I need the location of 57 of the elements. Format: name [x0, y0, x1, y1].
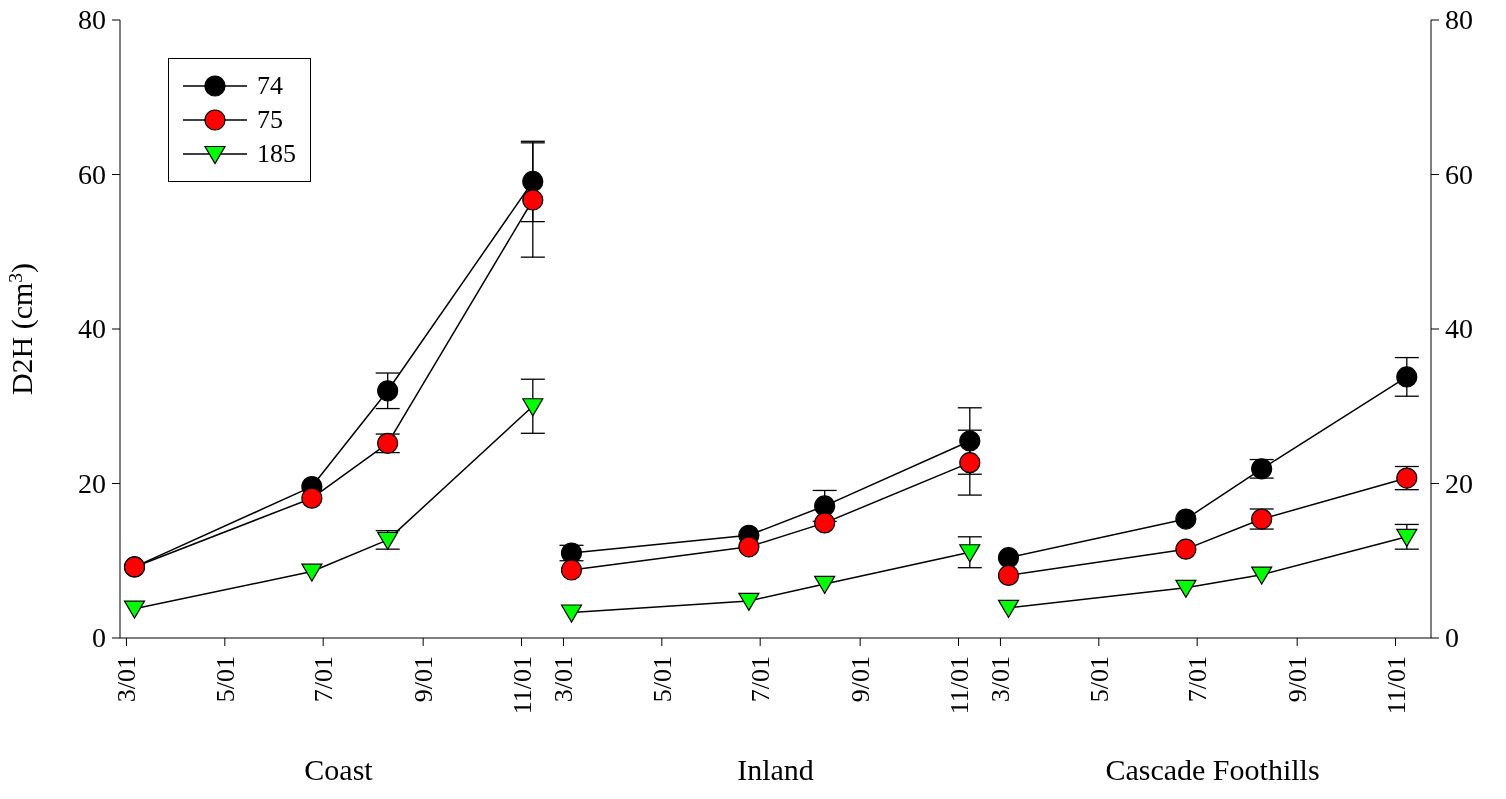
point	[1396, 528, 1418, 547]
point	[959, 430, 981, 452]
legend-label: 74	[257, 71, 283, 101]
y-tick-label: 0	[1445, 622, 1459, 653]
point	[522, 398, 544, 417]
point	[738, 592, 760, 612]
point	[1175, 508, 1197, 530]
x-tick-label: 7/01	[1183, 656, 1213, 703]
y-tick-label: 60	[78, 158, 106, 190]
point	[1251, 566, 1273, 585]
point	[738, 536, 760, 558]
point	[377, 380, 399, 402]
x-axis-title: Inland	[737, 753, 814, 786]
legend-label: 185	[257, 139, 296, 169]
x-tick-label: 9/01	[1283, 656, 1313, 703]
y-tick-label: 40	[78, 313, 106, 344]
point	[301, 563, 323, 582]
x-tick-label: 11/01	[944, 656, 974, 715]
point	[1175, 579, 1197, 598]
point	[1175, 538, 1197, 560]
y-tick-label: 80	[1445, 4, 1473, 35]
x-tick-label: 3/01	[549, 656, 579, 703]
y-tick-label: 60	[1445, 158, 1473, 190]
y-tick-label: 80	[78, 4, 106, 35]
x-tick-label: 7/01	[746, 656, 776, 703]
point	[959, 452, 981, 474]
x-tick-label: 5/01	[647, 656, 677, 703]
y-tick-label: 40	[1445, 313, 1473, 344]
point	[814, 495, 836, 517]
point	[814, 575, 836, 595]
x-axis-title: Cascade Foothills	[1105, 753, 1320, 786]
y-tick-label: 0	[92, 622, 106, 653]
point	[997, 564, 1020, 587]
point	[560, 604, 583, 623]
y-tick-label: 20	[78, 467, 106, 499]
point	[522, 189, 544, 211]
point	[959, 544, 981, 563]
point	[301, 487, 323, 509]
x-tick-label: 3/01	[986, 656, 1016, 703]
x-tick-label: 3/01	[112, 656, 142, 703]
point	[560, 559, 583, 581]
x-tick-label: 5/01	[1084, 656, 1114, 703]
point	[997, 547, 1020, 569]
x-tick-label: 7/01	[309, 656, 339, 703]
point	[1396, 366, 1418, 388]
x-tick-label: 9/01	[409, 656, 439, 703]
point	[814, 512, 836, 534]
y-tick-label: 20	[1445, 467, 1473, 499]
x-tick-label: 9/01	[846, 656, 876, 703]
x-tick-label: 11/01	[1381, 656, 1411, 715]
x-tick-label: 11/01	[507, 656, 537, 715]
x-tick-label: 5/01	[210, 656, 240, 703]
x-axis-title: Coast	[304, 753, 374, 786]
point	[123, 600, 146, 619]
point	[997, 599, 1020, 618]
legend-label: 75	[257, 105, 283, 135]
point	[522, 170, 544, 193]
